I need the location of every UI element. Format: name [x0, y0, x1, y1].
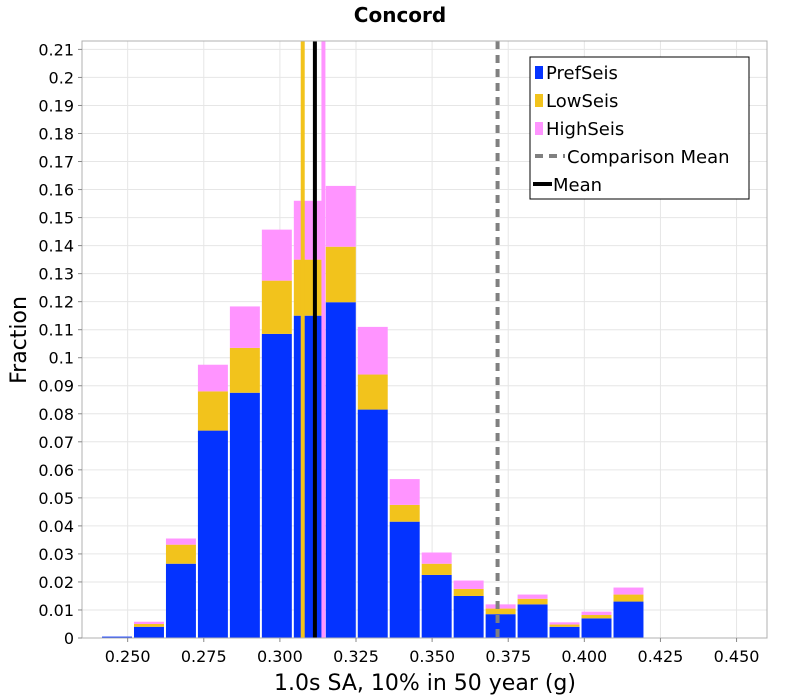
bar-highseis	[485, 604, 516, 609]
legend-label-comparison-mean: Comparison Mean	[567, 147, 730, 168]
y-tick-label: 0.11	[38, 321, 74, 340]
x-tick-label: 0.300	[257, 647, 303, 666]
bar-prefseis	[261, 333, 292, 638]
bar-lowseis	[581, 615, 612, 619]
bar-lowseis	[389, 504, 420, 522]
plot-border	[81, 40, 768, 639]
y-tick-label: 0	[64, 629, 74, 648]
legend-box	[529, 56, 750, 200]
bar-lowseis	[613, 594, 644, 602]
y-tick-label: 0.1	[49, 349, 74, 368]
y-tick-label: 0.21	[38, 40, 74, 59]
bar-highseis	[197, 364, 228, 392]
bar-prefseis	[197, 430, 228, 638]
y-tick-label: 0.08	[38, 405, 74, 424]
bar-prefseis	[389, 521, 420, 638]
bar-highseis	[549, 622, 580, 625]
y-tick-label: 0.19	[38, 96, 74, 115]
legend-label-highseis: HighSeis	[546, 119, 624, 140]
y-tick-label: 0.07	[38, 433, 74, 452]
y-axis-title: Fraction	[7, 296, 32, 384]
bar-lowseis	[197, 391, 228, 431]
bar-lowseis	[261, 280, 292, 334]
y-tick-label: 0.13	[38, 265, 74, 284]
bar-prefseis	[165, 563, 196, 638]
y-tick-label: 0.06	[38, 461, 74, 480]
legend-label-mean: Mean	[553, 175, 602, 196]
x-tick-label: 0.250	[105, 647, 151, 666]
bar-prefseis	[517, 604, 548, 638]
legend-swatch-highseis	[535, 122, 543, 135]
y-tick-label: 0.14	[38, 237, 74, 256]
y-tick-label: 0.02	[38, 573, 74, 592]
bar-highseis	[357, 326, 388, 375]
bar-prefseis	[325, 302, 356, 638]
y-tick-label: 0.09	[38, 377, 74, 396]
legend-label-prefseis: PrefSeis	[546, 63, 618, 84]
chart-title: Concord	[354, 3, 446, 27]
bar-highseis	[229, 306, 260, 348]
bar-prefseis	[133, 626, 164, 638]
y-tick-label: 0.18	[38, 124, 74, 143]
bar-highseis	[165, 538, 196, 545]
bar-lowseis	[165, 544, 196, 564]
bar-highseis	[389, 479, 420, 505]
y-tick-label: 0.2	[49, 68, 74, 87]
legend-swatch-prefseis	[535, 66, 543, 79]
bar-prefseis	[453, 595, 484, 638]
y-tick-label: 0.04	[38, 517, 74, 536]
bar-lowseis	[549, 624, 580, 627]
legend: PrefSeis LowSeis HighSeis Comparison Mean Me…	[529, 56, 750, 200]
bar-lowseis	[421, 563, 452, 575]
bar-prefseis	[581, 618, 612, 638]
y-tick-label: 0.05	[38, 489, 74, 508]
legend-label-lowseis: LowSeis	[546, 91, 618, 112]
y-tick-label: 0.12	[38, 293, 74, 312]
bar-lowseis	[517, 598, 548, 605]
bar-highseis	[581, 611, 612, 616]
x-tick-label: 0.375	[485, 647, 531, 666]
x-tick-label: 0.400	[561, 647, 607, 666]
y-tick-label: 0.16	[38, 181, 74, 200]
bar-prefseis	[102, 636, 132, 638]
bar-highseis	[421, 552, 452, 564]
bar-prefseis	[293, 315, 324, 638]
bar-lowseis	[325, 246, 356, 303]
bar-lowseis	[357, 374, 388, 410]
bar-prefseis	[357, 409, 388, 638]
bar-highseis	[261, 229, 292, 281]
legend-swatch-lowseis	[535, 94, 543, 107]
bar-prefseis	[549, 626, 580, 638]
x-axis-title: 1.0s SA, 10% in 50 year (g)	[274, 671, 576, 696]
bar-highseis	[325, 185, 356, 247]
y-tick-label: 0.03	[38, 545, 74, 564]
bar-prefseis	[613, 601, 644, 638]
bar-prefseis	[485, 614, 516, 638]
bar-highseis	[293, 200, 324, 260]
bar-highseis	[517, 594, 548, 599]
x-tick-label: 0.450	[714, 647, 760, 666]
bar-lowseis	[133, 623, 164, 627]
y-tick-label: 0.01	[38, 601, 74, 620]
y-tick-label: 0.15	[38, 209, 74, 228]
bar-lowseis	[485, 608, 516, 615]
x-tick-label: 0.350	[409, 647, 455, 666]
bar-prefseis	[229, 392, 260, 638]
bar-highseis	[613, 587, 644, 595]
bar-highseis	[453, 580, 484, 589]
y-tick-label: 0.17	[38, 153, 74, 172]
bar-lowseis	[229, 347, 260, 393]
bar-prefseis	[421, 574, 452, 638]
bar-lowseis	[453, 588, 484, 596]
bar-lowseis	[293, 259, 324, 316]
x-tick-label: 0.275	[181, 647, 227, 666]
x-tick-label: 0.325	[333, 647, 379, 666]
x-tick-label: 0.425	[638, 647, 684, 666]
bar-highseis	[133, 621, 164, 624]
